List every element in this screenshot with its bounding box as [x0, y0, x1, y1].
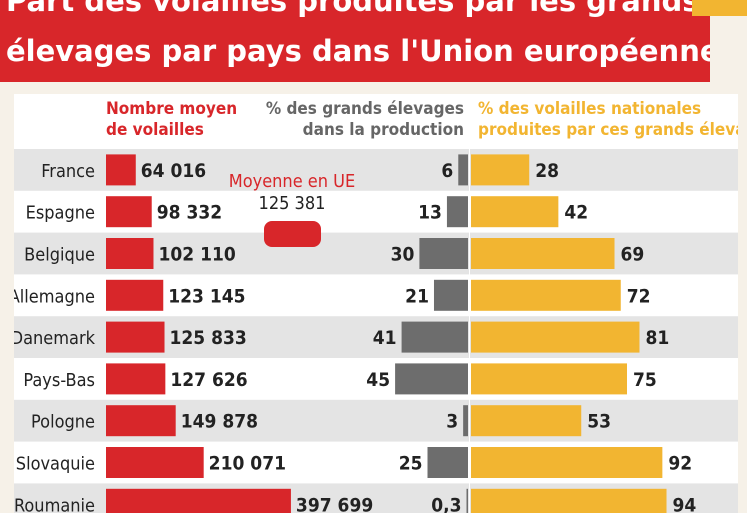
bar-volailles-nationales	[471, 363, 627, 395]
value-label-volailles: 102 110	[158, 244, 235, 266]
eu-average-marker	[264, 221, 321, 247]
bar-volailles	[106, 321, 165, 353]
bar-volailles-nationales	[471, 279, 621, 311]
header-red-line1: Nombre moyen	[106, 99, 237, 119]
value-label-volailles: 125 833	[170, 327, 247, 349]
country-label: Allemagne	[14, 286, 95, 307]
value-label-volailles: 98 332	[157, 202, 222, 224]
value-label-volailles-nationales: 75	[633, 369, 657, 391]
value-label-grands-elevages: 0,3	[431, 494, 461, 513]
value-label-volailles: 149 878	[181, 411, 258, 433]
country-label: Pologne	[31, 412, 95, 433]
header-gray-line1: % des grands élevages	[266, 99, 464, 119]
country-label: France	[41, 161, 95, 182]
bar-grands-elevages	[466, 488, 468, 513]
eu-average-label: Moyenne en UE	[229, 171, 356, 192]
bar-volailles	[106, 154, 136, 186]
value-label-grands-elevages: 45	[366, 369, 390, 391]
value-label-volailles-nationales: 28	[535, 160, 559, 182]
eu-average-value: 125 381	[259, 193, 326, 214]
value-label-volailles-nationales: 81	[645, 327, 669, 349]
country-label: Espagne	[26, 203, 95, 224]
value-label-volailles: 127 626	[170, 369, 247, 391]
bar-volailles-nationales	[471, 196, 559, 228]
value-label-grands-elevages: 6	[441, 160, 453, 182]
country-label: Slovaquie	[16, 454, 95, 475]
value-label-volailles: 64 016	[141, 160, 206, 182]
bar-volailles-nationales	[471, 238, 615, 269]
chart-panel: Nombre moyen de volailles % des grands éle…	[14, 94, 738, 513]
bar-grands-elevages	[401, 321, 468, 353]
bar-volailles-nationales	[471, 488, 667, 513]
country-label: Pays-Bas	[23, 370, 95, 391]
bar-volailles	[106, 363, 166, 395]
bar-grands-elevages	[463, 405, 468, 437]
country-label: Danemark	[14, 328, 96, 349]
bar-volailles	[106, 488, 291, 513]
title-banner: Part des volailles produites par les gra…	[0, 0, 710, 82]
value-label-volailles: 123 145	[168, 285, 245, 307]
value-label-volailles-nationales: 72	[627, 285, 651, 307]
value-label-volailles: 397 699	[296, 494, 373, 513]
bar-grands-elevages	[419, 238, 468, 269]
value-label-grands-elevages: 41	[373, 327, 397, 349]
value-label-grands-elevages: 13	[418, 202, 442, 224]
header-red-line2: de volailles	[106, 120, 204, 140]
country-label: Belgique	[24, 245, 95, 266]
bar-volailles-nationales	[471, 405, 582, 437]
value-label-volailles-nationales: 69	[621, 244, 645, 266]
bar-volailles	[106, 279, 164, 311]
bar-volailles-nationales	[471, 447, 663, 478]
value-label-grands-elevages: 21	[405, 285, 429, 307]
corner-accent	[692, 0, 747, 16]
bar-grands-elevages	[433, 279, 468, 311]
bar-grands-elevages	[458, 154, 468, 186]
bar-volailles	[106, 447, 204, 478]
value-label-volailles-nationales: 53	[587, 411, 611, 433]
header-gray-line2: dans la production	[303, 120, 464, 140]
bar-grands-elevages	[395, 363, 468, 395]
country-label: Roumanie	[14, 495, 95, 513]
value-label-volailles: 210 071	[209, 453, 286, 475]
value-label-grands-elevages: 25	[399, 453, 423, 475]
value-label-grands-elevages: 30	[391, 244, 415, 266]
chart-title-line1: Part des volailles produites par les gra…	[6, 0, 700, 18]
bar-grands-elevages	[446, 196, 468, 228]
value-label-volailles-nationales: 42	[564, 202, 588, 224]
bar-volailles-nationales	[471, 154, 530, 186]
header-orange-line1: % des volailles nationales	[478, 99, 701, 119]
bar-volailles	[106, 405, 176, 437]
bar-volailles-nationales	[471, 321, 640, 353]
header-orange-line2: produites par ces grands élevages	[478, 120, 738, 140]
chart-title-line2: élevages par pays dans l'Union européenn…	[6, 34, 710, 68]
value-label-volailles-nationales: 92	[668, 453, 692, 475]
bar-grands-elevages	[427, 447, 468, 478]
value-label-volailles-nationales: 94	[673, 494, 697, 513]
bar-volailles	[106, 238, 154, 269]
bar-volailles	[106, 196, 152, 228]
value-label-grands-elevages: 3	[446, 411, 458, 433]
